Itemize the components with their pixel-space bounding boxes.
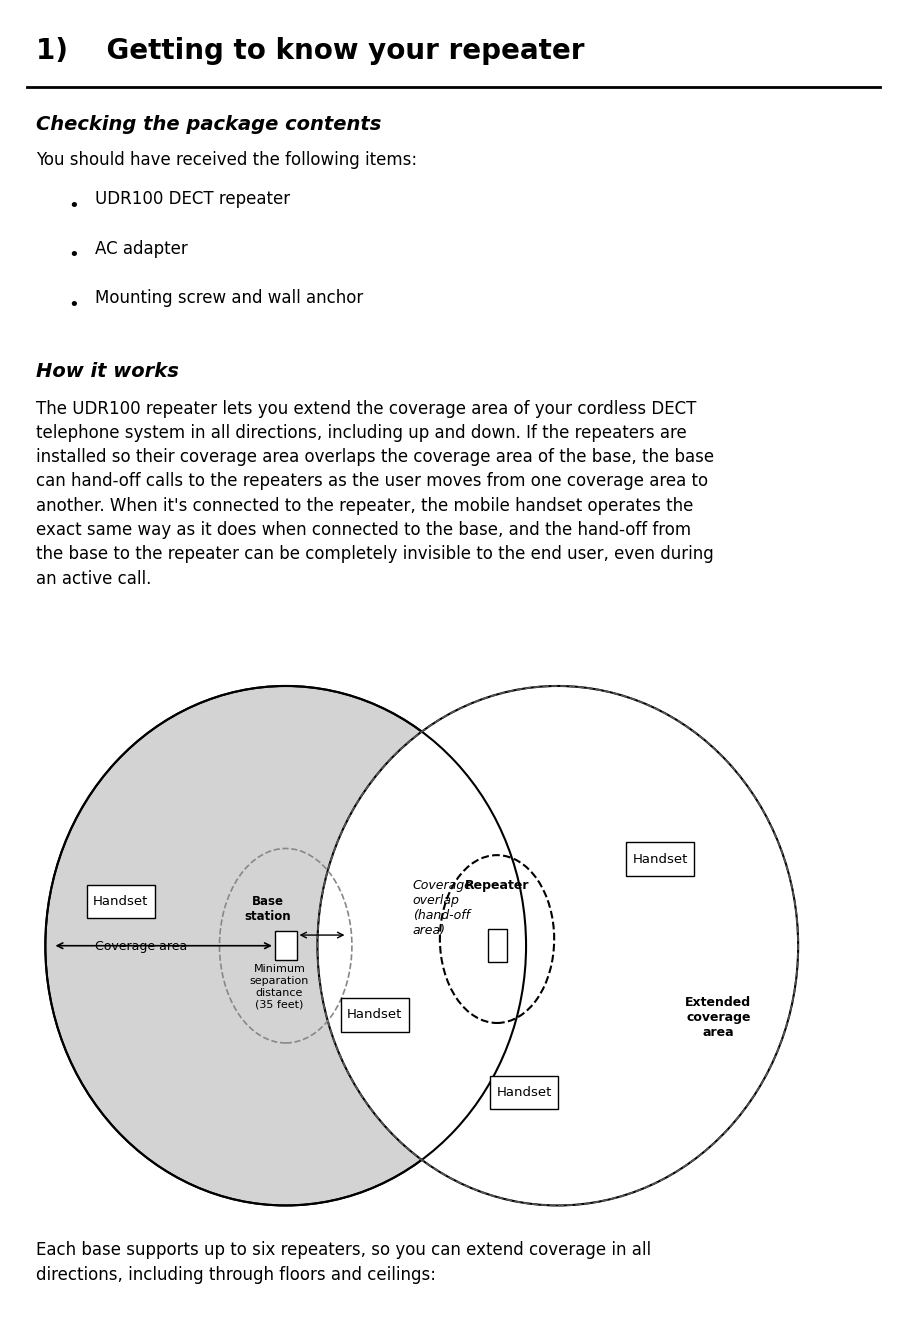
Text: •: • xyxy=(68,296,79,314)
Text: How it works: How it works xyxy=(36,362,180,381)
Text: Coverage area: Coverage area xyxy=(95,940,188,954)
Text: 1)    Getting to know your repeater: 1) Getting to know your repeater xyxy=(36,37,585,65)
Text: Handset: Handset xyxy=(496,1086,552,1099)
Text: •: • xyxy=(68,197,79,216)
Bar xyxy=(275,931,297,960)
Text: Mounting screw and wall anchor: Mounting screw and wall anchor xyxy=(95,289,364,308)
Text: Base
station: Base station xyxy=(244,895,291,923)
Bar xyxy=(490,1076,558,1108)
Text: Extended
coverage
area: Extended coverage area xyxy=(686,996,751,1039)
Bar xyxy=(87,886,154,919)
Text: AC adapter: AC adapter xyxy=(95,240,188,258)
Ellipse shape xyxy=(317,686,798,1205)
Bar xyxy=(341,999,409,1031)
Ellipse shape xyxy=(45,686,526,1205)
Text: Handset: Handset xyxy=(346,1008,403,1022)
Text: You should have received the following items:: You should have received the following i… xyxy=(36,151,417,169)
Text: Coverage
overlap
(hand-off
area): Coverage overlap (hand-off area) xyxy=(413,879,473,938)
Text: The UDR100 repeater lets you extend the coverage area of your cordless DECT
tele: The UDR100 repeater lets you extend the … xyxy=(36,400,715,587)
Text: Handset: Handset xyxy=(93,895,149,908)
Text: Repeater: Repeater xyxy=(464,879,530,892)
Text: Each base supports up to six repeaters, so you can extend coverage in all
direct: Each base supports up to six repeaters, … xyxy=(36,1241,651,1284)
Bar xyxy=(488,930,507,962)
Text: Minimum
separation
distance
(35 feet): Minimum separation distance (35 feet) xyxy=(249,964,309,1010)
Text: Handset: Handset xyxy=(632,852,688,866)
Text: Checking the package contents: Checking the package contents xyxy=(36,115,382,133)
Bar xyxy=(626,843,695,876)
Text: UDR100 DECT repeater: UDR100 DECT repeater xyxy=(95,190,290,209)
Text: •: • xyxy=(68,246,79,265)
